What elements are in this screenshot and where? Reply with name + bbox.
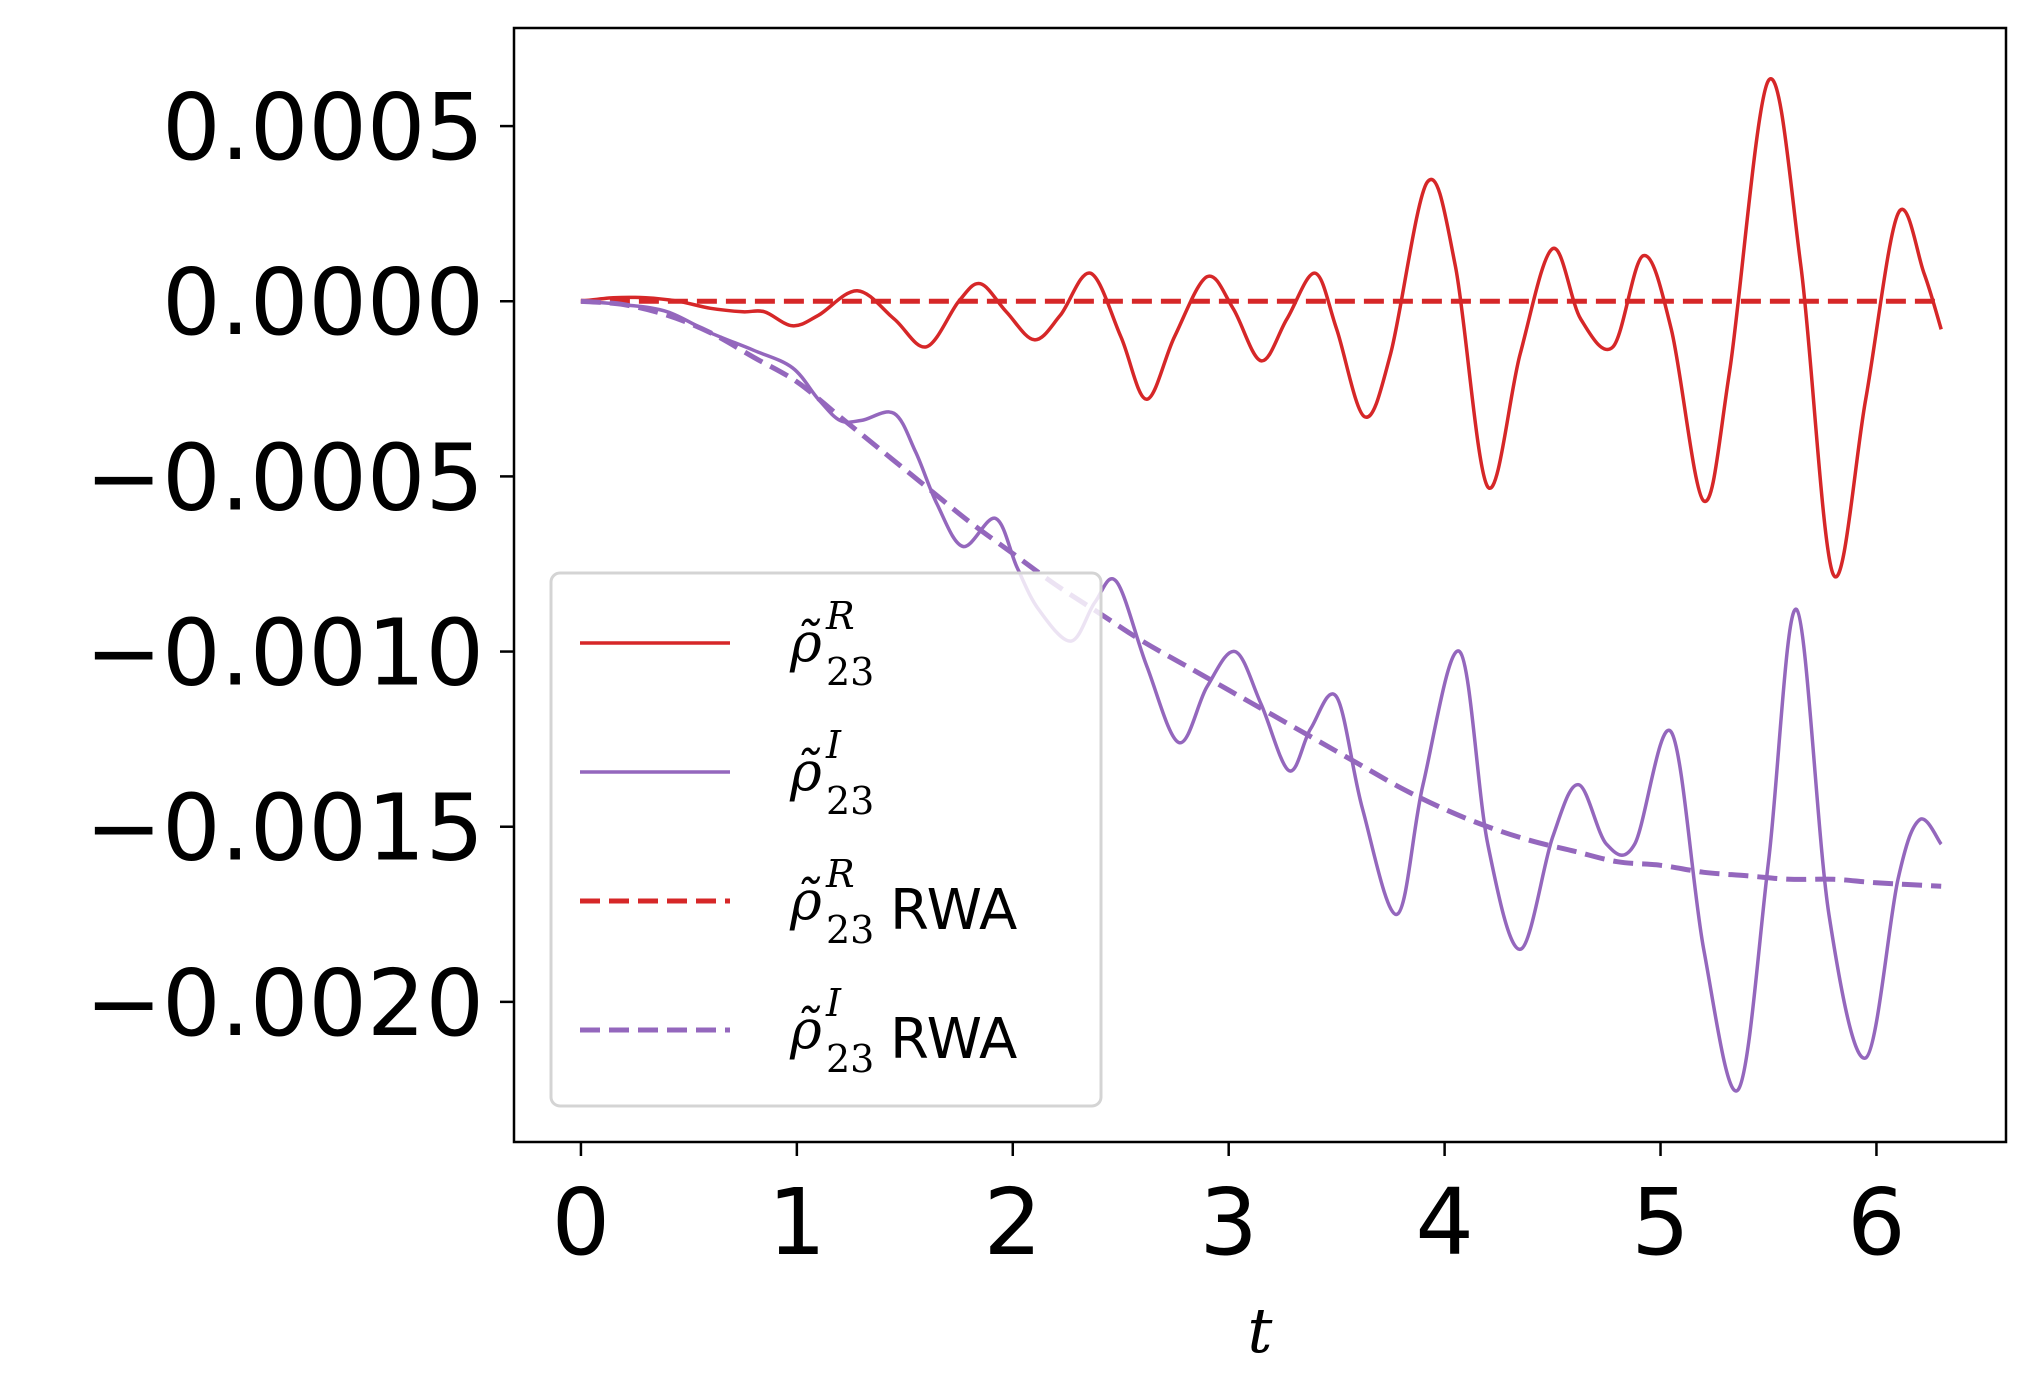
legend-symbol: ρ̃ [789, 740, 822, 803]
legend-item-2: ρ̃ I 23 [580, 723, 874, 823]
legend-item-3: ρ̃ R 23 RWA [580, 852, 1017, 952]
series-layer [580, 77, 1943, 1093]
y-tick-label: −0.0005 [85, 424, 484, 531]
y-tick-label: −0.0010 [85, 600, 484, 707]
y-tick-label: −0.0020 [85, 950, 484, 1057]
x-tick-label: 4 [1415, 1169, 1474, 1276]
x-tick-label: 3 [1199, 1169, 1258, 1276]
legend-suffix: RWA [890, 878, 1017, 943]
legend-item-1: ρ̃ R 23 [580, 594, 874, 694]
legend-subscript: 23 [826, 650, 874, 694]
x-tick-label: 6 [1847, 1169, 1906, 1276]
x-axis: 0 1 2 3 4 5 6 [552, 1142, 1906, 1276]
y-tick-label: 0.0000 [162, 249, 484, 356]
legend-subscript: 23 [826, 908, 874, 952]
series-line-1-solid [580, 77, 1943, 579]
legend-superscript: R [825, 852, 855, 896]
y-tick-label: 0.0005 [162, 74, 484, 181]
legend-subscript: 23 [826, 779, 874, 823]
x-tick-label: 1 [768, 1169, 827, 1276]
legend-symbol: ρ̃ [789, 611, 822, 674]
series-line-2-solid [580, 299, 1943, 1093]
legend-symbol: ρ̃ [789, 869, 822, 932]
legend-superscript: R [825, 594, 855, 638]
x-tick-label: 5 [1631, 1169, 1690, 1276]
y-tick-label: −0.0015 [85, 775, 484, 882]
legend-symbol: ρ̃ [789, 998, 822, 1061]
plot-frame [512, 26, 2008, 1144]
x-tick-label: 2 [983, 1169, 1042, 1276]
y-axis: 0.0005 0.0000 −0.0005 −0.0010 −0.0015 −0.0020 [85, 74, 514, 1057]
legend-superscript: I [825, 981, 842, 1025]
legend-subscript: 23 [826, 1037, 874, 1081]
series-line-4-dashed [580, 298, 1942, 889]
x-tick-label: 0 [552, 1169, 611, 1276]
legend-item-4: ρ̃ I 23 RWA [580, 981, 1017, 1081]
legend-suffix: RWA [890, 1007, 1017, 1072]
legend-superscript: I [825, 723, 842, 767]
legend-box [549, 571, 1103, 1108]
x-axis-label: t [1248, 1294, 1273, 1367]
